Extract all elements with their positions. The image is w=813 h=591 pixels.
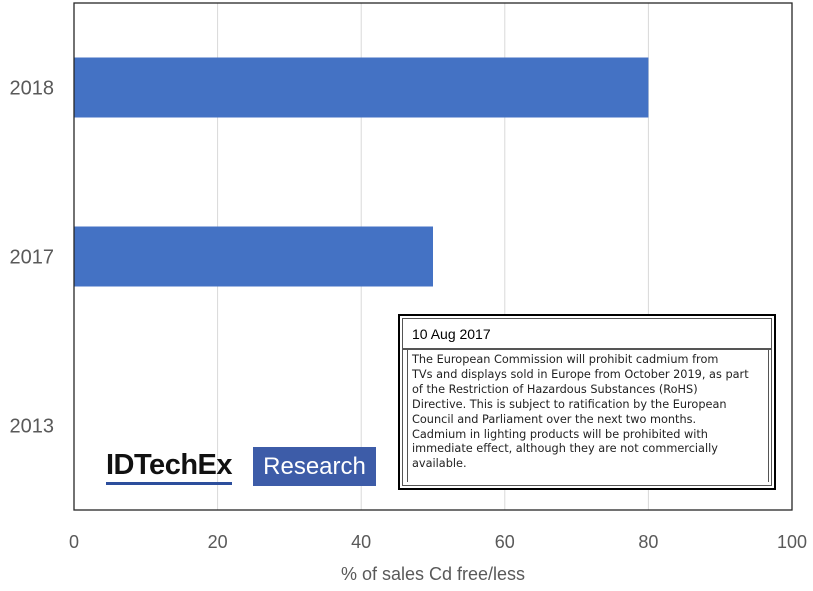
annotation-date: 10 Aug 2017 <box>403 319 771 350</box>
bar-2017 <box>74 226 433 287</box>
plot-frame <box>73 2 793 511</box>
x-tick-label: 40 <box>351 532 371 552</box>
annotation-box: 10 Aug 2017 The European Commission will… <box>398 314 776 490</box>
annotation-line: immediate effect, although they are not … <box>412 442 718 456</box>
y-tick-label: 2013 <box>10 416 55 438</box>
x-tick-label: 100 <box>777 532 807 552</box>
x-axis-label: % of sales Cd free/less <box>341 564 525 584</box>
annotation-line: available. <box>412 457 467 471</box>
annotation-line: Cadmium in lighting products will be pro… <box>412 427 708 441</box>
x-tick-label: 80 <box>638 532 658 552</box>
bars <box>74 57 649 287</box>
x-tick-label: 0 <box>69 532 79 552</box>
y-tick-label: 2017 <box>10 247 55 269</box>
annotation-text: The European Commission will prohibit ca… <box>407 350 769 482</box>
annotation-line: of the Restriction of Hazardous Substanc… <box>412 382 698 396</box>
idtechex-logo: IDTechEx <box>106 448 233 485</box>
annotation-line: Directive. This is subject to ratificati… <box>412 397 727 411</box>
x-tick-labels: 0 20 40 60 80 100 <box>69 532 807 552</box>
annotation-line: Council and Parliament over the next two… <box>412 412 697 426</box>
annotation-line: TVs and displays sold in Europe from Oct… <box>412 367 749 381</box>
x-tick-label: 60 <box>495 532 515 552</box>
bar-2018 <box>74 57 649 118</box>
x-tick-label: 20 <box>208 532 228 552</box>
y-tick-labels: 2018 2017 2013 <box>10 78 55 438</box>
research-logo-tag: Research <box>253 447 376 486</box>
y-tick-label: 2018 <box>10 78 55 100</box>
annotation-line: The European Commission will prohibit ca… <box>412 353 719 366</box>
